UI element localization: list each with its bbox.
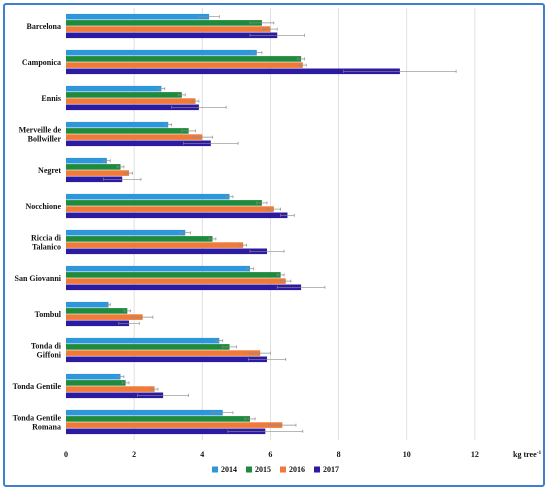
legend-label: 2014 xyxy=(221,465,237,474)
category-label: Tonda Gentile Romana xyxy=(13,414,62,432)
bar xyxy=(66,176,123,183)
bar xyxy=(66,56,302,62)
category-label: San Giovanni xyxy=(15,274,62,283)
bar xyxy=(66,314,143,320)
bar xyxy=(66,134,203,140)
x-tick-label: 6 xyxy=(268,450,272,459)
legend-swatch xyxy=(246,466,252,473)
bar xyxy=(66,350,261,356)
bar xyxy=(66,248,268,255)
error-bars xyxy=(103,15,457,433)
bar xyxy=(66,193,230,200)
category-label: Riccia di Talanico xyxy=(31,234,62,252)
bar xyxy=(66,206,274,212)
category-label: Tonda Gentile xyxy=(13,382,62,391)
category-labels: Barcelona Camponica Ennis Merveille de Bollw… xyxy=(13,22,62,432)
category-label: Ennis xyxy=(41,94,61,103)
bar xyxy=(66,20,262,26)
legend-swatch xyxy=(314,466,320,473)
legend-label: 2015 xyxy=(255,465,271,474)
bar xyxy=(66,428,266,435)
bar xyxy=(66,301,109,308)
chart-frame xyxy=(3,3,545,487)
x-tick-label: 12 xyxy=(471,450,479,459)
bar xyxy=(66,344,230,350)
bar xyxy=(66,272,281,278)
bar xyxy=(66,157,107,164)
category-label: Nocchione xyxy=(25,202,61,211)
category-label: Negret xyxy=(38,166,61,175)
bar xyxy=(66,284,302,291)
bar xyxy=(66,265,250,272)
x-axis-unit: kg tree-1 xyxy=(513,450,541,459)
bar xyxy=(66,236,213,242)
bar xyxy=(66,278,286,284)
x-tick-label: 4 xyxy=(200,450,204,459)
x-tick-label: 8 xyxy=(337,450,341,459)
grid-lines xyxy=(133,8,476,440)
legend-swatch xyxy=(212,466,218,473)
bar xyxy=(66,62,303,68)
category-label: Tonda di Giffoni xyxy=(31,342,62,360)
bar xyxy=(66,320,130,327)
bar xyxy=(66,242,244,248)
bar xyxy=(66,170,130,176)
x-tick-label: 0 xyxy=(64,450,68,459)
bar xyxy=(66,386,155,392)
bar xyxy=(66,380,126,386)
category-label: Barcelona xyxy=(26,22,61,31)
bar xyxy=(66,92,182,98)
bar xyxy=(66,121,169,128)
bar xyxy=(66,104,199,111)
category-label: Merveille de Bollwiller xyxy=(19,126,62,144)
legend-label: 2017 xyxy=(323,465,339,474)
bar xyxy=(66,13,210,20)
bar xyxy=(66,128,189,134)
bar xyxy=(66,32,278,39)
x-tick-label: 10 xyxy=(403,450,411,459)
bar xyxy=(66,200,262,206)
category-label: Camponica xyxy=(22,58,61,67)
category-label: Tombul xyxy=(35,310,62,319)
x-tick-labels: 0 2 4 6 8 10 12 xyxy=(64,450,479,459)
bar xyxy=(66,392,164,399)
bar xyxy=(66,140,211,147)
bar xyxy=(66,416,250,422)
bar xyxy=(66,337,220,344)
bar xyxy=(66,26,271,32)
bar xyxy=(66,164,121,170)
legend: 2014 2015 2016 2017 xyxy=(212,465,339,474)
bar xyxy=(66,229,186,236)
bar xyxy=(66,98,196,104)
legend-swatch xyxy=(280,466,286,473)
bars xyxy=(66,13,400,435)
bar xyxy=(66,422,283,428)
bar xyxy=(66,212,288,219)
legend-label: 2016 xyxy=(289,465,305,474)
bar xyxy=(66,49,257,56)
bar xyxy=(66,373,121,380)
bar xyxy=(66,356,268,363)
x-tick-label: 2 xyxy=(132,450,136,459)
bar xyxy=(66,85,162,92)
bar xyxy=(66,68,400,75)
bar xyxy=(66,409,223,416)
bar xyxy=(66,308,128,314)
